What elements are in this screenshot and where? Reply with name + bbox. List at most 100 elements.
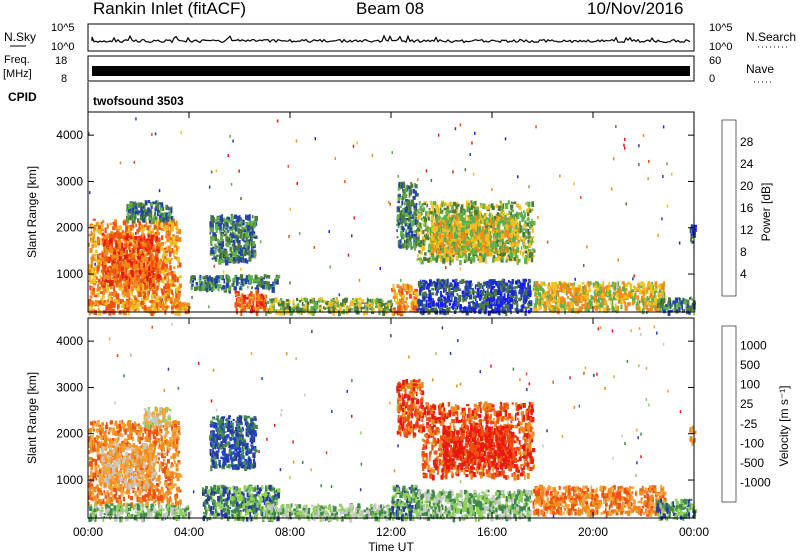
echo-speck [583, 264, 585, 267]
echo-cell [499, 252, 503, 257]
echo-cell [109, 239, 112, 244]
echo-cell [347, 305, 350, 310]
echo-cell [96, 300, 99, 304]
echo-cell [93, 242, 97, 248]
echo-cell [400, 304, 403, 309]
echo-cell [529, 252, 534, 257]
echo-cell [446, 212, 449, 217]
echo-cell [252, 279, 255, 284]
echo-cell [500, 291, 503, 297]
echo-cell [438, 228, 441, 233]
echo-cell [218, 240, 222, 245]
echo-cell [260, 296, 262, 300]
echo-cell [152, 275, 155, 281]
echo-cell [461, 245, 464, 249]
echo-cell [162, 273, 165, 276]
echo-cell [113, 310, 115, 315]
echo-cell [345, 307, 349, 312]
echo-cell [132, 222, 135, 228]
echo-cell [409, 287, 412, 294]
echo-cell [236, 237, 239, 243]
echo-cell [437, 211, 441, 216]
echo-cell [460, 247, 464, 251]
echo-cell [146, 244, 149, 250]
echo-cell [488, 248, 492, 252]
echo-cell [469, 201, 472, 205]
echo-cell [221, 259, 225, 264]
echo-cell [111, 238, 113, 242]
echo-cell [454, 287, 458, 293]
echo-cell [121, 230, 124, 234]
echo-cell [153, 307, 157, 312]
echo-cell [220, 217, 224, 222]
echo-cell [446, 240, 449, 245]
echo-cell [492, 249, 496, 252]
echo-speck [289, 207, 291, 211]
echo-cell [263, 307, 267, 312]
echo-cell [493, 251, 497, 255]
echo-cell [122, 294, 126, 298]
echo-cell [529, 208, 532, 213]
echo-cell [157, 211, 162, 214]
echo-cell [386, 308, 389, 314]
echo-cell [451, 217, 454, 220]
echo-cell [260, 293, 264, 297]
echo-speck [638, 144, 640, 148]
echo-cell [240, 276, 243, 281]
echo-cell [130, 208, 133, 213]
echo-cell [124, 276, 128, 281]
echo-cell [126, 260, 130, 263]
echo-cell [161, 294, 164, 297]
echo-cell [477, 249, 481, 253]
echo-cell [227, 278, 230, 284]
echo-cell [235, 250, 238, 254]
echo-cell [124, 243, 128, 250]
echo-cell [443, 207, 448, 211]
echo-cell [429, 239, 432, 245]
echo-cell [478, 234, 481, 239]
echo-cell [286, 303, 290, 309]
echo-cell [461, 233, 463, 239]
echo-cell [159, 215, 162, 218]
echo-cell [505, 259, 508, 263]
echo-cell [482, 257, 485, 263]
echo-cell [157, 232, 160, 235]
echo-cell [448, 285, 451, 291]
echo-cell [232, 251, 235, 257]
echo-cell [510, 207, 513, 210]
echo-cell [106, 241, 110, 247]
echo-cell [89, 265, 92, 268]
echo-cell [134, 214, 136, 221]
echo-cell [426, 230, 430, 234]
echo-cell [89, 301, 92, 307]
echo-cell [518, 220, 521, 226]
echo-cell [442, 227, 446, 232]
echo-cell [495, 204, 498, 208]
echo-speck [351, 234, 353, 238]
echo-cell [160, 246, 164, 251]
echo-cell [356, 310, 360, 315]
echo-cell [249, 280, 252, 285]
echo-cell [530, 221, 534, 227]
echo-cell [495, 247, 498, 252]
echo-cell [416, 231, 419, 237]
echo-cell [413, 214, 416, 220]
echo-cell [103, 244, 106, 250]
echo-cell [128, 264, 132, 268]
echo-cell [319, 305, 321, 308]
echo-cell [452, 240, 456, 245]
echo-cell [481, 304, 485, 310]
echo-cell [451, 258, 454, 263]
echo-cell [264, 304, 267, 309]
echo-cell [488, 303, 492, 309]
echo-cell [276, 279, 279, 285]
echo-cell [148, 265, 151, 272]
echo-cell [415, 190, 417, 193]
echo-cell [131, 204, 135, 209]
echo-cell [249, 309, 253, 314]
echo-cell [206, 276, 210, 282]
echo-cell [504, 303, 508, 308]
echo-speck [158, 189, 161, 193]
echo-cell [468, 230, 470, 236]
echo-cell [479, 250, 482, 254]
